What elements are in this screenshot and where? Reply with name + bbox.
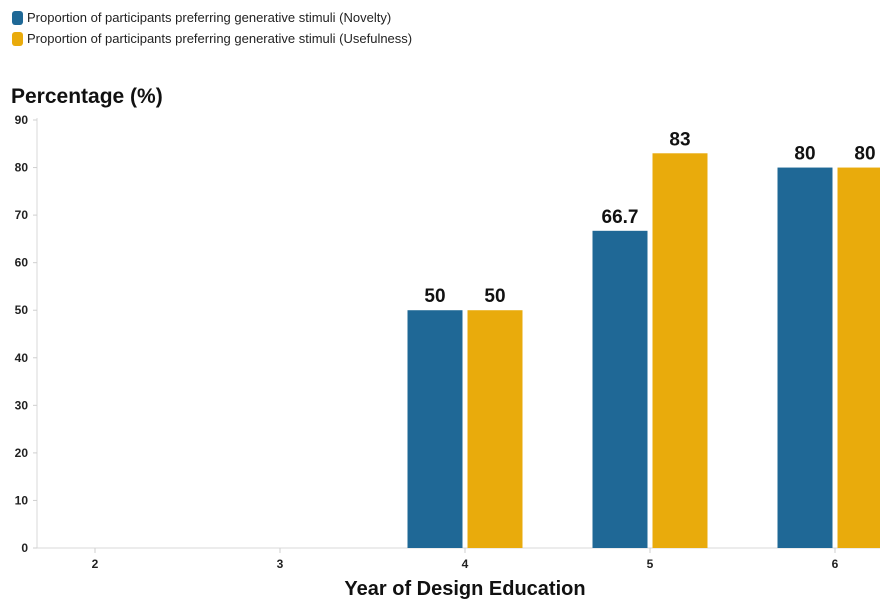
x-tick-label: 6 xyxy=(832,557,839,571)
y-tick-label: 20 xyxy=(15,446,29,460)
y-tick-label: 60 xyxy=(15,256,29,270)
bar-value-label: 80 xyxy=(794,144,815,165)
bar xyxy=(652,153,708,549)
legend-item-usefulness: Proportion of participants preferring ge… xyxy=(12,28,412,49)
y-tick-label: 80 xyxy=(15,161,29,175)
y-tick-label: 0 xyxy=(21,541,28,555)
y-tick-label: 30 xyxy=(15,398,29,412)
legend-swatch-novelty xyxy=(12,10,23,25)
y-tick-label: 50 xyxy=(15,303,29,317)
y-tick-label: 40 xyxy=(15,351,29,365)
x-axis-title: Year of Design Education xyxy=(344,578,586,600)
legend-label-novelty: Proportion of participants preferring ge… xyxy=(27,10,392,25)
y-tick-label: 10 xyxy=(15,493,29,507)
bar-value-label: 50 xyxy=(424,286,445,307)
y-axis-title: Percentage (%) xyxy=(11,85,163,108)
legend-swatch-usefulness xyxy=(12,31,23,46)
bar xyxy=(592,230,648,548)
x-tick-label: 2 xyxy=(92,557,99,571)
x-tick-label: 5 xyxy=(647,557,654,571)
x-tick-label: 3 xyxy=(277,557,284,571)
bar xyxy=(837,167,880,549)
bar-value-label: 80 xyxy=(854,144,875,165)
y-tick-label: 70 xyxy=(15,208,29,222)
y-tick-label: 90 xyxy=(15,113,29,127)
bar xyxy=(467,310,523,548)
bar xyxy=(777,167,833,549)
bar-value-label: 66.7 xyxy=(602,207,639,228)
bar-value-label: 50 xyxy=(484,286,505,307)
legend-item-novelty: Proportion of participants preferring ge… xyxy=(12,7,412,28)
bar-value-label: 83 xyxy=(669,129,690,150)
legend: Proportion of participants preferring ge… xyxy=(12,7,412,49)
bar xyxy=(407,310,463,548)
x-tick-label: 4 xyxy=(462,557,469,571)
legend-label-usefulness: Proportion of participants preferring ge… xyxy=(27,31,413,46)
